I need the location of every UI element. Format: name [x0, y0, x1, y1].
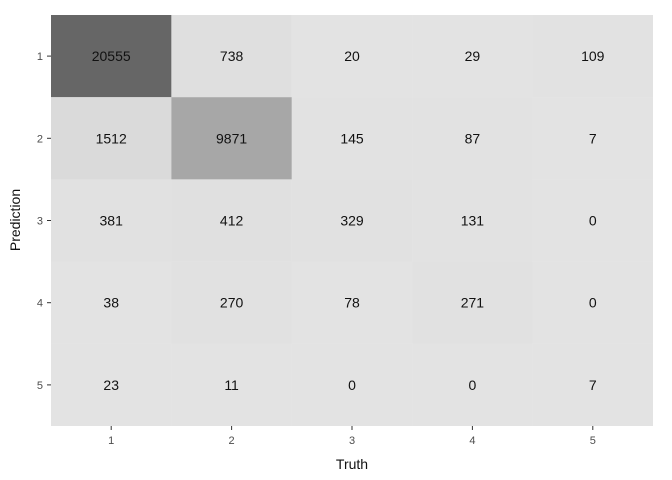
heatmap-cell	[171, 343, 292, 426]
heatmap-cell	[51, 15, 172, 98]
heatmap-cell	[532, 343, 653, 426]
cell-value-label: 78	[344, 295, 360, 311]
heatmap-cell	[291, 15, 413, 98]
cell-value-label: 131	[461, 213, 485, 229]
x-tick-label: 5	[590, 435, 596, 447]
x-axis-ticks: 1 2 3 4 5	[108, 426, 596, 447]
cell-value-label: 1512	[96, 130, 127, 146]
heatmap-cell	[412, 343, 533, 426]
y-tick-label: 5	[37, 380, 43, 392]
heatmap-cell	[51, 97, 172, 180]
cell-value-label: 270	[220, 295, 244, 311]
heatmap-cell	[51, 343, 172, 426]
cell-value-label: 38	[103, 295, 119, 311]
heatmap-cell	[412, 15, 533, 98]
cell-value-label: 23	[103, 377, 119, 393]
cell-value-label: 11	[224, 377, 239, 393]
heatmap-cell	[532, 97, 653, 180]
heatmap-cell	[532, 15, 653, 98]
cell-value-label: 109	[581, 48, 605, 64]
cell-value-label: 7	[589, 130, 597, 146]
heatmap-cell	[291, 97, 413, 180]
heatmap-cell	[412, 97, 533, 180]
cell-value-label: 329	[340, 213, 364, 229]
cell-value-label: 87	[465, 130, 481, 146]
heatmap-cell	[51, 261, 172, 344]
y-axis-title: Prediction	[7, 189, 23, 251]
heatmap-cell	[412, 261, 533, 344]
cell-value-label: 0	[348, 377, 356, 393]
heatmap-cell	[291, 179, 413, 262]
cell-value-label: 271	[461, 295, 485, 311]
heatmap-cell	[532, 179, 653, 262]
x-tick-label: 1	[108, 435, 114, 447]
y-tick-label: 1	[37, 51, 43, 63]
x-tick-label: 2	[229, 435, 235, 447]
heatmap-cell	[171, 179, 292, 262]
cell-value-label: 7	[589, 377, 597, 393]
x-axis-title: Truth	[336, 456, 368, 472]
heatmap-cell	[171, 15, 292, 98]
cell-value-label: 29	[465, 48, 481, 64]
cell-value-label: 0	[589, 295, 597, 311]
heatmap-cell	[291, 261, 413, 344]
cell-value-label: 738	[220, 48, 244, 64]
cell-value-label: 0	[589, 213, 597, 229]
heatmap-cell	[171, 97, 292, 180]
x-tick-label: 3	[349, 435, 355, 447]
y-tick-label: 3	[37, 216, 43, 228]
y-tick-label: 4	[37, 298, 43, 310]
heatmap-cell	[171, 261, 292, 344]
cell-value-label: 0	[469, 377, 477, 393]
heatmap-cells	[51, 15, 653, 426]
y-axis-ticks: 1 2 3 4 5	[37, 51, 51, 392]
cell-value-label: 412	[220, 213, 244, 229]
cell-value-label: 20	[344, 48, 360, 64]
heatmap-cell	[291, 343, 413, 426]
heatmap-cell	[412, 179, 533, 262]
y-tick-label: 2	[37, 133, 43, 145]
cell-value-label: 381	[100, 213, 124, 229]
x-tick-label: 4	[469, 435, 475, 447]
heatmap-cell	[51, 179, 172, 262]
cell-value-label: 20555	[92, 48, 131, 64]
cell-value-label: 9871	[216, 130, 247, 146]
heatmap-cell	[532, 261, 653, 344]
cell-value-label: 145	[340, 130, 364, 146]
